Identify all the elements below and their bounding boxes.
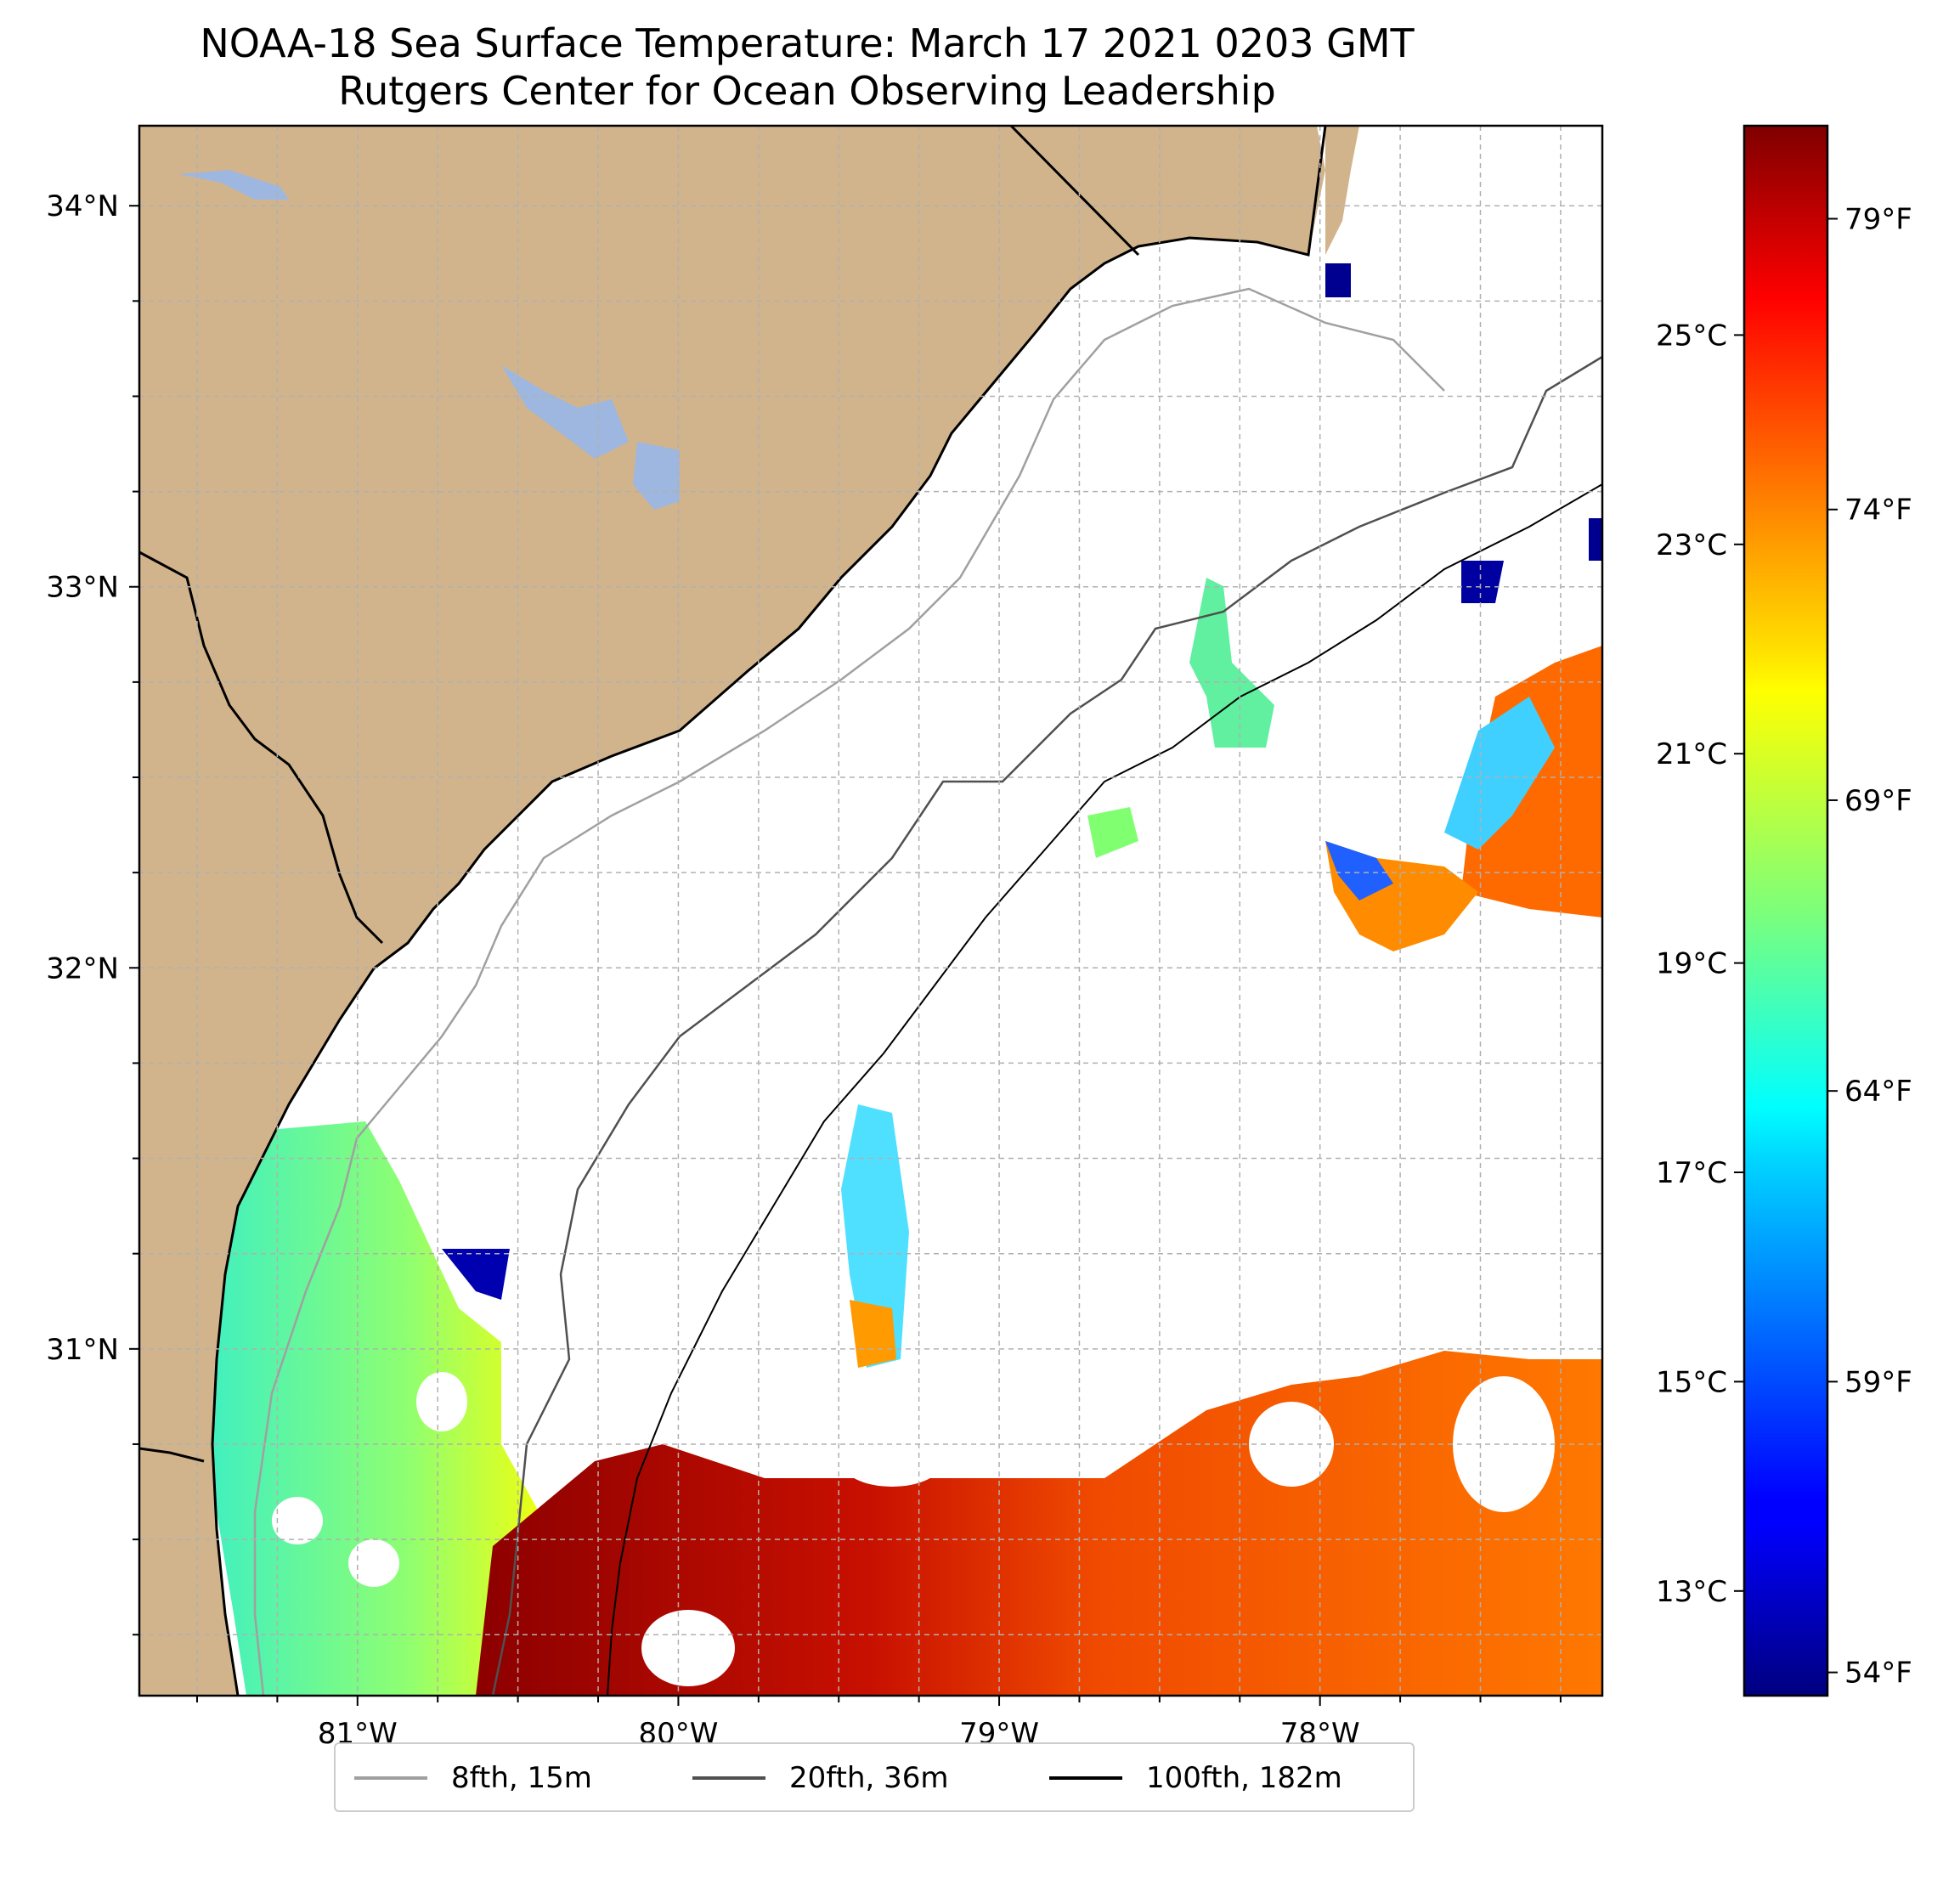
- lat-tick-label: 33°N: [46, 571, 119, 605]
- legend-label-20fth: 20fth, 36m: [789, 1761, 949, 1795]
- colorbar-c-tick-label: 13°C: [1656, 1575, 1727, 1609]
- legend-swatch-20fth: [692, 1776, 765, 1780]
- sst-patch-eastern-cool: [1444, 697, 1555, 850]
- sst-patch-shelf-break: [1189, 578, 1274, 748]
- lake-moultrie: [501, 365, 629, 459]
- legend-swatch-8fth: [354, 1776, 427, 1780]
- map-frame: [138, 124, 1604, 1697]
- map-subtitle: Rutgers Center for Ocean Observing Leade…: [338, 68, 1276, 114]
- sst-patch-coastal-south: [208, 1121, 544, 1696]
- colorbar-c-tick-label: 23°C: [1656, 528, 1727, 562]
- legend-swatch-100fth: [1049, 1776, 1122, 1780]
- legend-label-100fth: 100fth, 182m: [1146, 1761, 1342, 1795]
- coastline: [211, 126, 1327, 1696]
- sst-patch-cold-3: [1325, 263, 1351, 297]
- sst-patch-cold-1: [442, 1249, 510, 1300]
- colorbar: [1743, 124, 1829, 1697]
- colorbar-c-tick-label: 15°C: [1656, 1365, 1727, 1399]
- lat-tick-label: 32°N: [46, 951, 119, 985]
- sst-patch-cold-2: [1461, 561, 1504, 603]
- state-border-sc-nc: [1009, 126, 1140, 257]
- colorbar-ticks: 79°F 74°F 69°F 64°F 59°F 54°F 25°C 23°C 21°C 19°C…: [1656, 203, 1912, 1691]
- sst-data-layer: [208, 263, 1602, 1696]
- land-mass: [139, 126, 1325, 1696]
- colorbar-f-tick-label: 59°F: [1844, 1365, 1912, 1399]
- lat-tick-label: 31°N: [46, 1333, 119, 1367]
- isobath-8fth-15m: [253, 287, 1445, 1696]
- isobath-100fth-182m: [607, 483, 1602, 1696]
- lake-small-north: [178, 170, 289, 200]
- sst-patch-mid-warm: [850, 1300, 896, 1368]
- lake-marion: [633, 442, 680, 510]
- colorbar-f-tick-label: 64°F: [1844, 1075, 1912, 1109]
- lat-tick-label: 34°N: [46, 189, 119, 223]
- land-mass-north-east: [1325, 126, 1359, 255]
- sst-patch-eddy-cool: [1325, 841, 1393, 900]
- colorbar-f-tick-label: 79°F: [1844, 203, 1912, 237]
- colorbar-c-tick-label: 25°C: [1656, 319, 1727, 353]
- state-border-ga-sc: [139, 550, 384, 945]
- sst-patch-cold-4: [1589, 518, 1602, 561]
- colorbar-c-tick-label: 17°C: [1656, 1156, 1727, 1190]
- state-border-ga-fl: [139, 1447, 205, 1463]
- isobath-20fth-36m: [491, 355, 1602, 1696]
- colorbar-f-tick-label: 74°F: [1844, 494, 1912, 528]
- map-axis-labels: 81°W 80°W 79°W 78°W34°N33°N32°N31°N: [46, 189, 1359, 1751]
- legend-item-20fth: 20fth, 36m: [692, 1759, 949, 1797]
- legend-item-100fth: 100fth, 182m: [1049, 1759, 1342, 1797]
- map-gridlines: [129, 126, 1602, 1706]
- colorbar-f-tick-label: 54°F: [1844, 1657, 1912, 1691]
- sst-patch-small: [1087, 807, 1138, 858]
- colorbar-c-tick-label: 21°C: [1656, 737, 1727, 771]
- colorbar-c-tick-label: 19°C: [1656, 947, 1727, 981]
- map-title: NOAA-18 Sea Surface Temperature: March 1…: [200, 20, 1415, 66]
- legend-item-8fth: 8fth, 15m: [354, 1759, 592, 1797]
- isobath-legend: 8fth, 15m 20fth, 36m 100fth, 182m: [334, 1742, 1415, 1812]
- colorbar-f-tick-label: 69°F: [1844, 784, 1912, 818]
- legend-label-8fth: 8fth, 15m: [451, 1761, 592, 1795]
